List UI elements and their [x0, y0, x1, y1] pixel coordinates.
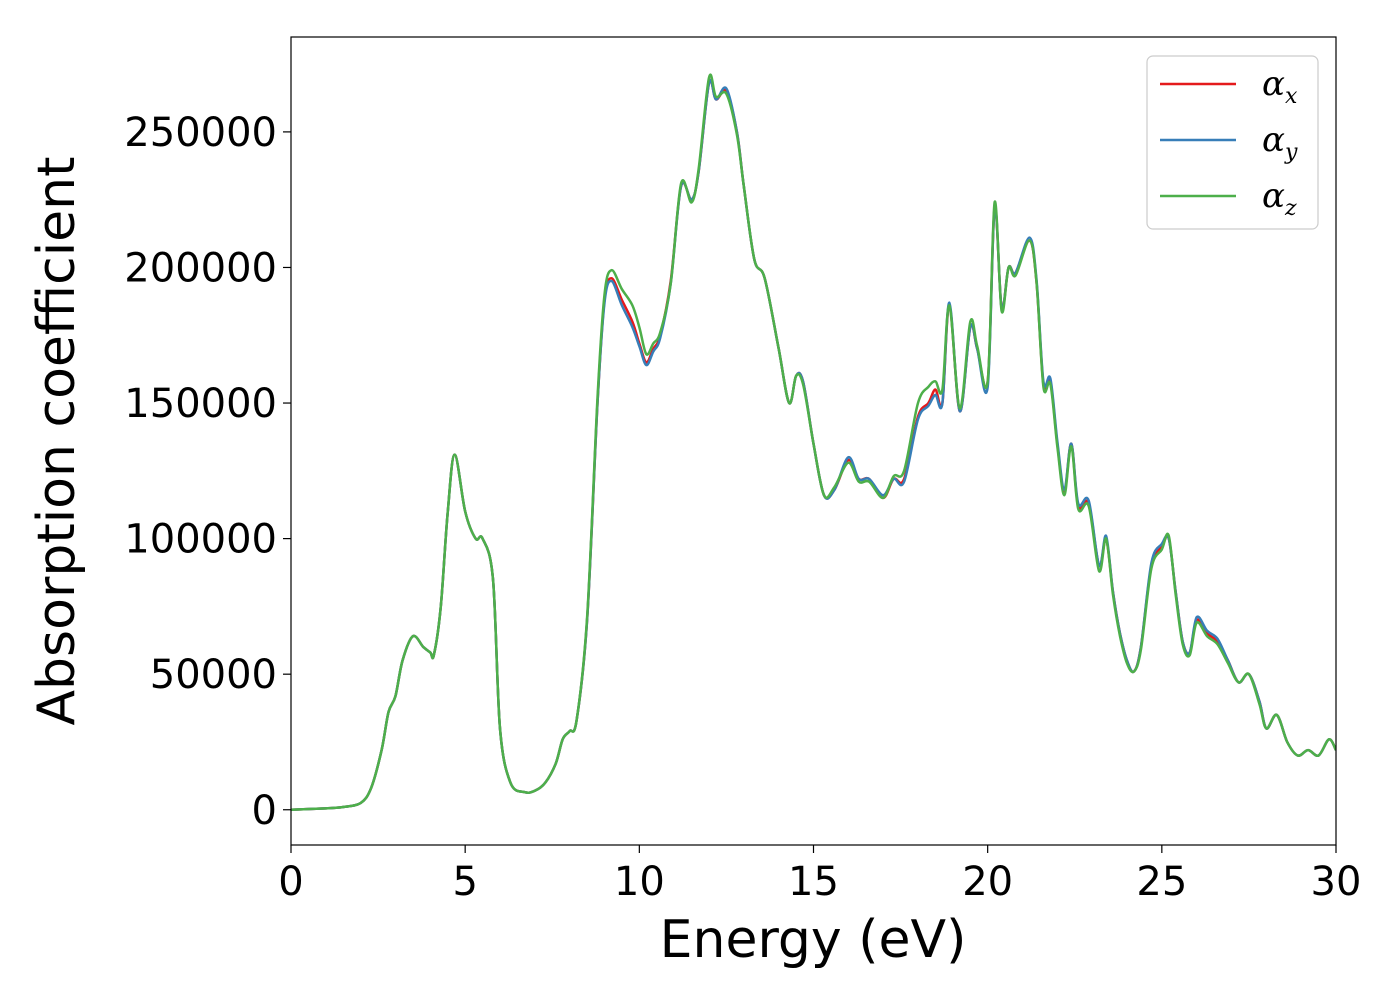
x-tick-label: 0 — [278, 859, 303, 905]
x-tick-label: 20 — [962, 859, 1013, 905]
y-ticks: 0 50000 100000 150000 200000 250000 — [124, 110, 291, 834]
legend-box — [1146, 55, 1319, 230]
x-ticks: 0 5 10 15 20 25 30 — [278, 845, 1361, 905]
y-tick-label: 250000 — [124, 110, 277, 156]
legend-label-y: αy — [1262, 120, 1298, 165]
y-tick-label: 100000 — [124, 517, 277, 563]
y-tick-label: 200000 — [124, 245, 277, 291]
series-line-alpha-z — [291, 73, 1336, 812]
legend-label-z: αz — [1262, 176, 1297, 221]
x-tick-label: 30 — [1311, 859, 1362, 905]
legend: αx αy αz — [1146, 55, 1319, 230]
legend-label-x: αx — [1262, 64, 1298, 109]
x-tick-label: 5 — [452, 859, 477, 905]
y-tick-label: 0 — [252, 788, 277, 834]
y-tick-label: 50000 — [150, 652, 277, 698]
y-axis-title: Absorption coefficient — [27, 156, 87, 725]
x-tick-label: 25 — [1136, 859, 1187, 905]
x-axis-title: Energy (eV) — [660, 910, 967, 970]
x-tick-label: 10 — [614, 859, 665, 905]
y-tick-label: 150000 — [124, 381, 277, 427]
x-tick-label: 15 — [788, 859, 839, 905]
series-lines — [291, 73, 1336, 812]
